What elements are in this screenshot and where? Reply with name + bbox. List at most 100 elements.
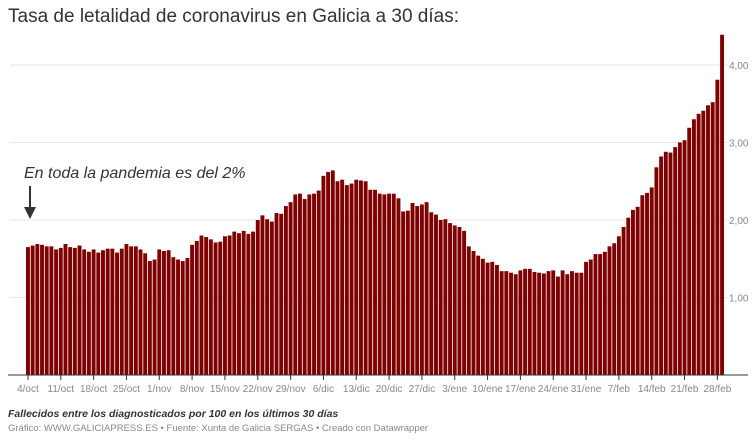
bar <box>682 140 687 375</box>
bar <box>546 271 551 375</box>
bar <box>668 152 673 375</box>
bar <box>471 251 476 375</box>
bar <box>44 246 49 375</box>
bar <box>382 194 387 375</box>
bar <box>199 235 204 375</box>
bar <box>509 272 513 375</box>
bar <box>612 243 617 375</box>
bar <box>232 231 237 375</box>
bar <box>274 213 279 375</box>
bar <box>691 119 696 375</box>
bar <box>621 226 626 375</box>
bar <box>377 193 382 375</box>
x-tick-label: 11/oct <box>48 384 75 395</box>
chart-title: Tasa de letalidad de coronavirus en Gali… <box>8 6 459 27</box>
annotation-text: En toda la pandemia es del 2% <box>24 165 245 182</box>
bar <box>237 233 241 375</box>
x-tick-label: 21/feb <box>671 384 699 395</box>
bar <box>298 193 302 375</box>
bar <box>570 271 574 375</box>
bar <box>513 274 518 375</box>
bar <box>541 273 546 375</box>
bar <box>213 242 218 375</box>
bar <box>312 193 316 375</box>
x-tick-label: 3/ene <box>442 384 467 395</box>
y-tick-label: 3,00 <box>729 139 749 150</box>
bar <box>354 179 359 375</box>
x-tick-label: 22/nov <box>243 384 273 395</box>
bar <box>485 262 490 375</box>
bar <box>204 237 209 375</box>
bar <box>673 147 678 375</box>
bar <box>162 251 166 375</box>
bar <box>119 248 124 375</box>
bar <box>166 250 171 375</box>
x-tick-label: 7/feb <box>608 384 631 395</box>
bar <box>288 202 293 375</box>
bar <box>283 206 288 375</box>
bar <box>185 257 190 375</box>
bar <box>410 202 415 375</box>
bar <box>358 180 363 375</box>
bar <box>30 245 35 375</box>
bar <box>86 251 91 375</box>
bar <box>129 246 134 375</box>
bar <box>255 220 260 375</box>
x-tick-label: 10/ene <box>472 384 503 395</box>
bar <box>63 244 68 375</box>
bar <box>560 270 565 375</box>
bar <box>640 195 645 375</box>
bar <box>476 255 481 375</box>
bar <box>579 272 584 375</box>
bar <box>96 252 101 375</box>
bar <box>588 259 593 375</box>
bar <box>387 193 392 375</box>
bar <box>405 210 410 375</box>
bar <box>335 181 340 375</box>
bar <box>138 249 143 375</box>
x-tick-label: 28/feb <box>703 384 731 395</box>
bar <box>363 181 368 375</box>
bar <box>218 241 223 375</box>
bar <box>110 248 115 375</box>
bar <box>115 252 120 375</box>
bar <box>349 183 354 375</box>
bar <box>58 247 63 375</box>
x-tick-label: 17/ene <box>505 384 536 395</box>
bar <box>663 151 668 375</box>
bar <box>143 253 148 375</box>
y-tick-label: 2,00 <box>729 216 749 227</box>
bar <box>194 240 199 375</box>
bar <box>208 239 213 375</box>
bar <box>147 261 152 375</box>
bar <box>373 189 377 375</box>
x-tick-label: 13/dic <box>343 384 370 395</box>
bar <box>593 254 598 375</box>
bar <box>396 198 401 375</box>
bar <box>480 258 485 375</box>
bar <box>279 213 284 375</box>
x-tick-label: 8/nov <box>180 384 204 395</box>
x-tick-label: 6/dic <box>313 384 334 395</box>
bar <box>452 225 457 375</box>
bar <box>448 223 452 375</box>
bar <box>499 271 504 375</box>
bar <box>607 246 612 375</box>
bar <box>77 245 82 375</box>
bar <box>316 190 321 375</box>
bar <box>222 236 227 375</box>
bar <box>307 194 312 375</box>
bar <box>626 217 631 375</box>
bar <box>645 192 649 375</box>
bar <box>157 249 162 375</box>
bar <box>176 259 180 375</box>
x-tick-label: 15/nov <box>210 384 240 395</box>
bar <box>40 244 44 375</box>
bar <box>72 247 77 375</box>
y-axis: 1,00 2,00 3,00 4,00 <box>729 61 749 305</box>
bar <box>246 233 251 375</box>
bar <box>598 254 603 375</box>
bar <box>91 249 96 375</box>
bar <box>152 259 157 375</box>
